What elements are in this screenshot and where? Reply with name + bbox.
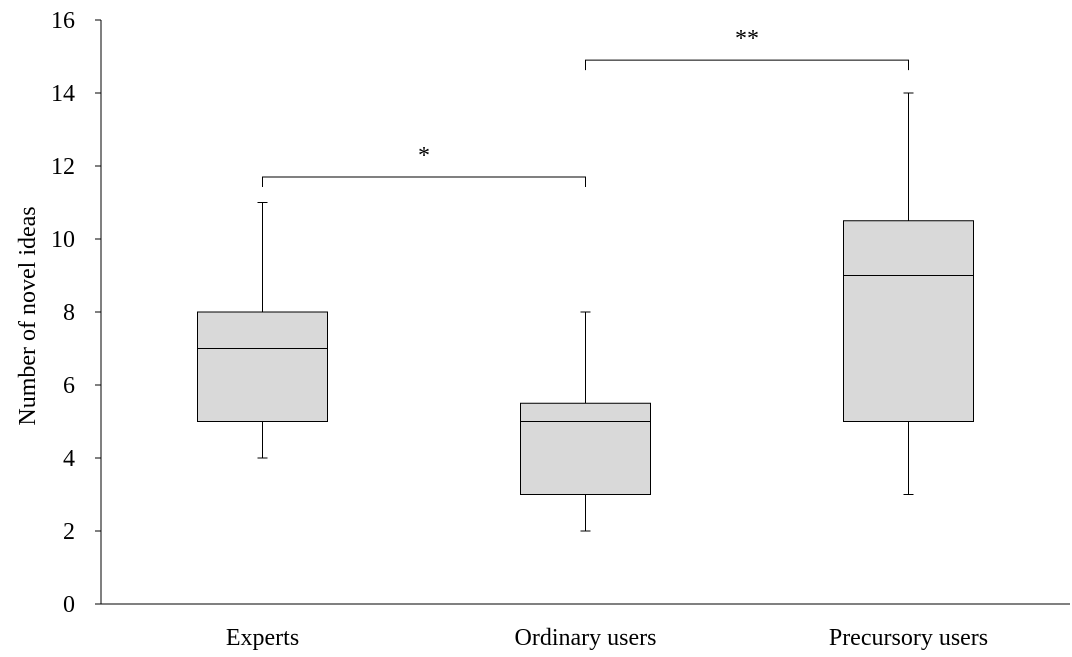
significance-brackets: *** [262, 26, 909, 187]
significance-label: * [418, 143, 430, 169]
axes: 0 2 4 6 8 10 12 14 16 Experts Ordinary users Precur… [51, 8, 1070, 651]
y-tick-label: 8 [63, 300, 75, 326]
y-tick-label: 16 [51, 8, 75, 34]
y-tick-label: 10 [51, 227, 75, 253]
y-tick-label: 6 [63, 373, 75, 399]
bracket-line [262, 176, 586, 187]
x-tick-label: Experts [226, 625, 299, 651]
x-tick-label: Precursory users [829, 625, 988, 651]
iqr-box [520, 402, 651, 495]
y-tick-label: 14 [51, 81, 75, 107]
significance-bracket: * [262, 143, 586, 187]
bracket-line [585, 59, 909, 71]
box-group [197, 92, 974, 532]
y-tick-label: 12 [51, 154, 75, 180]
significance-bracket: ** [585, 26, 909, 71]
iqr-box [843, 220, 974, 422]
iqr-box [197, 311, 328, 422]
significance-label: ** [735, 26, 759, 52]
box-ordinary-users [520, 311, 651, 532]
y-axis-label: Number of novel ideas [15, 206, 41, 425]
y-tick-label: 4 [63, 446, 75, 472]
box-experts [197, 202, 328, 459]
x-tick-label: Ordinary users [515, 625, 657, 651]
box-precursory-users [843, 92, 974, 495]
y-tick-label: 0 [63, 592, 75, 618]
y-tick-label: 2 [63, 519, 75, 545]
